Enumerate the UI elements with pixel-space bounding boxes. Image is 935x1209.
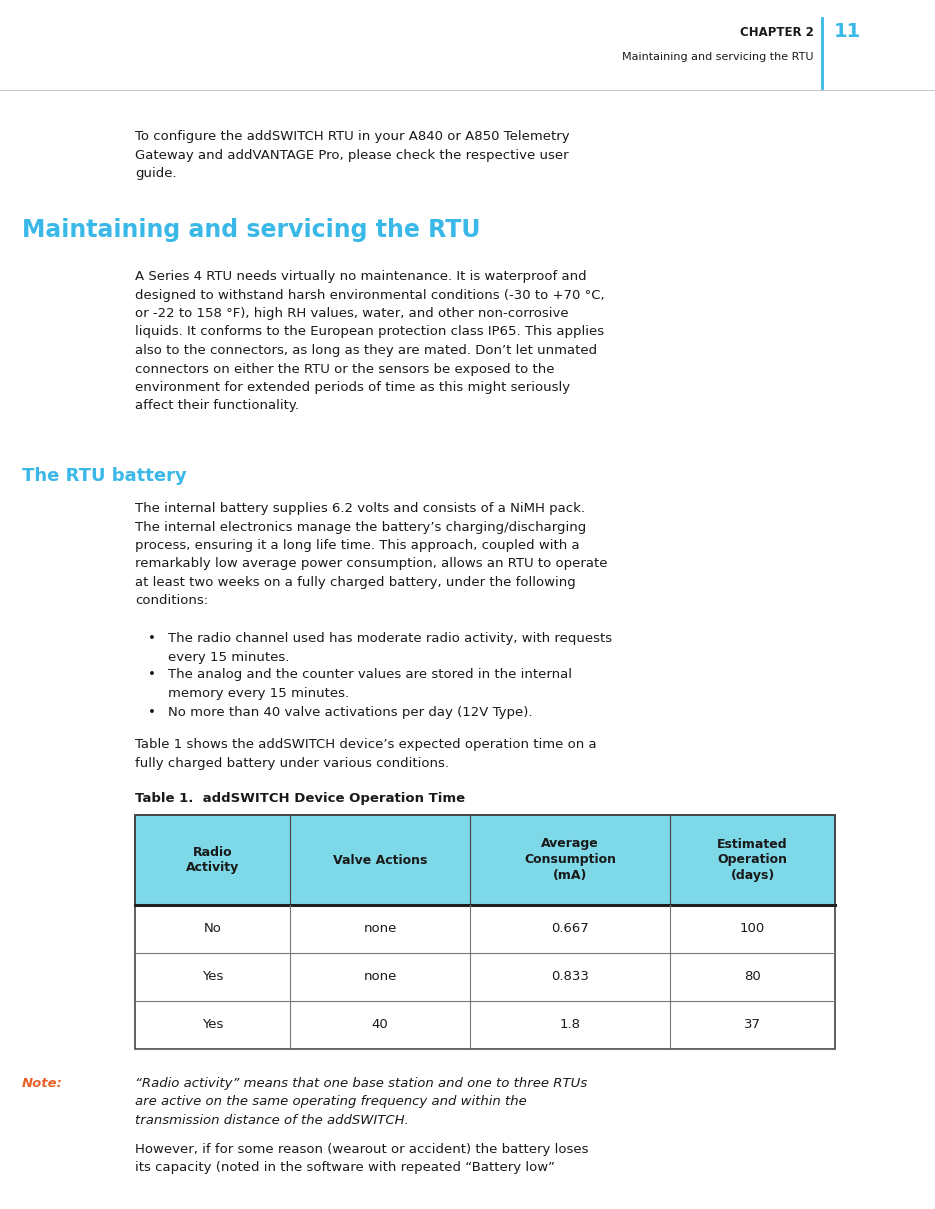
Text: Maintaining and servicing the RTU: Maintaining and servicing the RTU [22, 218, 481, 242]
Text: 11: 11 [834, 22, 861, 41]
Text: Yes: Yes [202, 1018, 223, 1031]
Text: However, if for some reason (wearout or accident) the battery loses
its capacity: However, if for some reason (wearout or … [135, 1143, 588, 1174]
Text: 1.8: 1.8 [559, 1018, 581, 1031]
Text: A Series 4 RTU needs virtually no maintenance. It is waterproof and
designed to : A Series 4 RTU needs virtually no mainte… [135, 270, 605, 412]
Text: Maintaining and servicing the RTU: Maintaining and servicing the RTU [623, 52, 814, 62]
Text: •: • [148, 669, 156, 681]
Text: Table 1 shows the addSWITCH device’s expected operation time on a
fully charged : Table 1 shows the addSWITCH device’s exp… [135, 737, 597, 769]
Text: 37: 37 [744, 1018, 761, 1031]
Text: Table 1.  addSWITCH Device Operation Time: Table 1. addSWITCH Device Operation Time [135, 792, 465, 805]
Text: Estimated
Operation
(days): Estimated Operation (days) [717, 838, 788, 883]
Text: 0.667: 0.667 [551, 922, 589, 936]
Text: 100: 100 [740, 922, 765, 936]
Text: “Radio activity” means that one base station and one to three RTUs
are active on: “Radio activity” means that one base sta… [135, 1077, 587, 1127]
Text: No more than 40 valve activations per day (12V Type).: No more than 40 valve activations per da… [168, 706, 533, 719]
Bar [135, 906, 835, 953]
Bar [135, 1001, 835, 1049]
Text: Note:: Note: [22, 1077, 63, 1091]
Text: The analog and the counter values are stored in the internal
memory every 15 min: The analog and the counter values are st… [168, 669, 572, 700]
Bar [135, 953, 835, 1001]
Text: 80: 80 [744, 971, 761, 983]
Text: To configure the addSWITCH RTU in your A840 or A850 Telemetry
Gateway and addVAN: To configure the addSWITCH RTU in your A… [135, 131, 569, 180]
Text: •: • [148, 706, 156, 719]
Text: 0.833: 0.833 [551, 971, 589, 983]
Text: Valve Actions: Valve Actions [333, 854, 427, 867]
Text: No: No [204, 922, 222, 936]
Bar [135, 815, 835, 906]
Text: Radio
Activity: Radio Activity [186, 845, 239, 874]
Bar [135, 815, 835, 1049]
Text: The radio channel used has moderate radio activity, with requests
every 15 minut: The radio channel used has moderate radi… [168, 632, 612, 664]
Text: •: • [148, 632, 156, 644]
Text: Yes: Yes [202, 971, 223, 983]
Text: The RTU battery: The RTU battery [22, 467, 187, 485]
Text: Average
Consumption
(mA): Average Consumption (mA) [524, 838, 616, 883]
Text: none: none [364, 971, 396, 983]
Text: 40: 40 [371, 1018, 388, 1031]
Text: none: none [364, 922, 396, 936]
Text: The internal battery supplies 6.2 volts and consists of a NiMH pack.
The interna: The internal battery supplies 6.2 volts … [135, 502, 608, 607]
Text: CHAPTER 2: CHAPTER 2 [741, 27, 814, 39]
